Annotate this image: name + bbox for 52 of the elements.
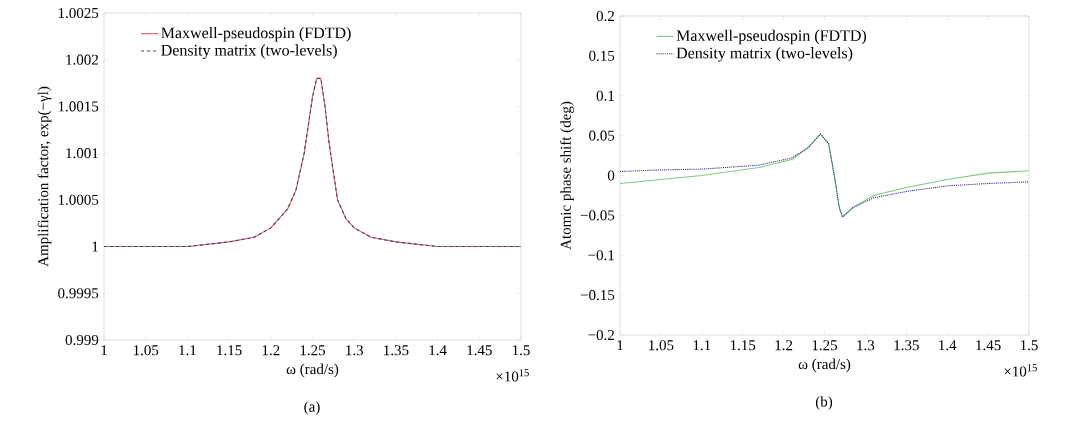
- y-tick-label: 0.999: [65, 334, 99, 346]
- x-tick-label: 1: [101, 345, 107, 356]
- y-tick-label: 1.002: [66, 54, 98, 65]
- x-tick-label: 1.45: [976, 340, 1001, 351]
- y-tick-label: 1.0015: [58, 101, 99, 112]
- x-tick-label: 1.3: [346, 345, 363, 356]
- x-tick-label: 1.35: [894, 340, 919, 351]
- y-tick-label: −0.2: [588, 329, 614, 341]
- y-tick-label: −0.15: [580, 290, 615, 301]
- y-tick-label: 0.15: [589, 50, 615, 61]
- x-tick-label: 1.25: [812, 340, 838, 351]
- y-tick-label: 1: [92, 241, 98, 252]
- text: ×10$^{15}$: [496, 369, 529, 382]
- y-tick-label: 1.001: [66, 148, 98, 159]
- x-tick-label: 1.1: [693, 340, 711, 351]
- legend-label: Density matrix (two-levels): [676, 47, 853, 62]
- x-tick-label: 1: [617, 340, 623, 351]
- x-tick-label: 1.4: [939, 340, 957, 351]
- x-tick-label: 1.3: [857, 340, 875, 351]
- legend-label: Maxwell-pseudospin (FDTD): [161, 27, 351, 42]
- x-axis-title: ω (rad/s): [286, 363, 339, 378]
- x-tick-label: 1.2: [775, 340, 793, 351]
- x-tick-label: 1.5: [512, 345, 530, 356]
- x-tick-label: 1.05: [649, 340, 674, 351]
- y-tick-label: 0.9995: [58, 288, 99, 299]
- legend-label: Density matrix (two-levels): [161, 44, 337, 59]
- x-tick-label: 1.15: [730, 340, 756, 351]
- x-tick-label: 1.05: [133, 345, 159, 356]
- y-axis-title: Atomic phase shift (deg): [560, 101, 574, 250]
- y-tick-label: 1.0025: [58, 7, 99, 19]
- x-tick-label: 1.45: [467, 345, 492, 356]
- text: (a): [304, 401, 320, 415]
- x-tick-label: 1.25: [300, 345, 326, 356]
- x-tick-label: 1.4: [429, 345, 447, 356]
- y-tick-label: 1.0005: [58, 194, 99, 205]
- x-tick-label: 1.5: [1020, 340, 1038, 351]
- x-axis-title: ω (rad/s): [798, 358, 851, 373]
- x-tick-label: 1.2: [262, 345, 280, 356]
- text: ×10$^{15}$: [1004, 364, 1037, 377]
- x-tick-label: 1.15: [217, 345, 242, 356]
- legend-label: Maxwell-pseudospin (FDTD): [676, 29, 867, 45]
- y-tick-label: 0.05: [589, 130, 615, 141]
- x-tick-label: 1.1: [179, 345, 196, 356]
- y-tick-label: 0: [607, 170, 615, 181]
- y-tick-label: 0.2: [596, 10, 614, 22]
- y-axis-title: Amplification factor, exp(−γl): [37, 86, 52, 267]
- y-tick-label: −0.05: [580, 210, 615, 221]
- text: (b): [815, 396, 833, 410]
- y-tick-label: 0.1: [596, 90, 614, 101]
- x-tick-label: 1.35: [384, 345, 409, 356]
- y-tick-label: −0.1: [588, 250, 614, 261]
- line-series: [620, 133, 1030, 218]
